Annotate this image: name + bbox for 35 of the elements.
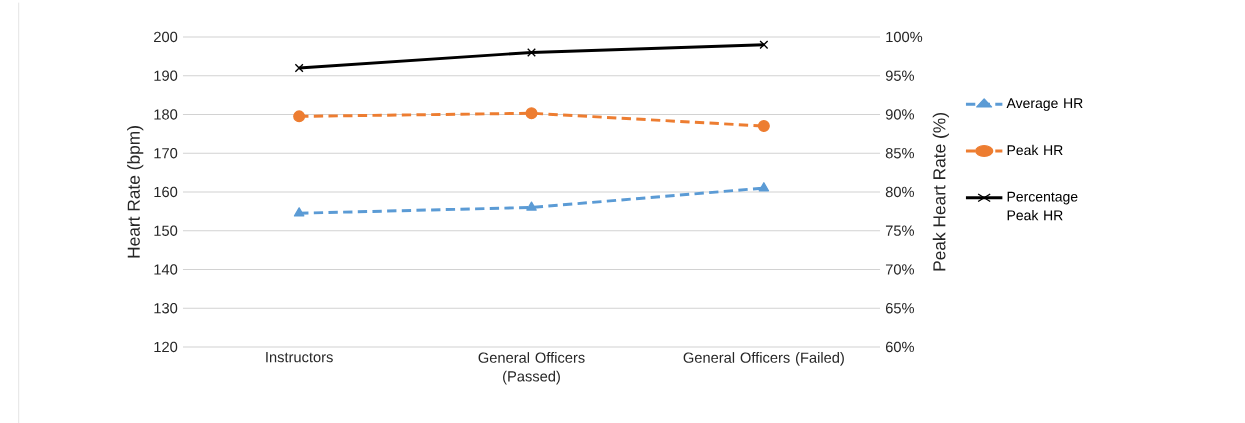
- y-tick-label: 160: [154, 186, 178, 198]
- x-tick-label: General Officers (Passed): [478, 352, 585, 385]
- point: [293, 110, 306, 123]
- point: [526, 201, 537, 211]
- y-tick-label: 200: [154, 31, 178, 43]
- y2-tick-label: 70%: [885, 264, 915, 275]
- y2-tick-label: 60%: [885, 341, 915, 353]
- y-tick-label: 130: [154, 303, 178, 314]
- point: [293, 207, 305, 217]
- y-axis-title: Heart Rate (bpm): [127, 126, 144, 258]
- point: [759, 40, 769, 50]
- point: [525, 107, 538, 120]
- legend-label: Average HR: [1006, 98, 1083, 111]
- y-tick-label: 190: [154, 70, 178, 81]
- point: [757, 120, 770, 133]
- legend-label: Percentage Peak HR: [1007, 191, 1078, 221]
- point: [758, 182, 770, 192]
- y-tick-label: 120: [154, 341, 178, 353]
- point: [527, 48, 536, 57]
- y-tick-label: 140: [154, 264, 178, 275]
- y-tick-label: 150: [154, 225, 178, 236]
- y2-tick-label: 80%: [885, 186, 915, 198]
- y2-tick-label: 85%: [885, 148, 915, 159]
- x-tick-label: Instructors: [266, 352, 333, 363]
- y-tick-label: 180: [154, 109, 178, 120]
- y2-axis-title: Peak Heart Rate (%): [932, 113, 949, 271]
- legend-label: Peak HR: [1007, 144, 1063, 156]
- y2-tick-label: 75%: [885, 225, 915, 236]
- y2-tick-label: 100%: [886, 31, 923, 43]
- y2-tick-label: 65%: [885, 303, 915, 314]
- y2-tick-label: 95%: [885, 70, 915, 81]
- y-tick-label: 170: [154, 148, 178, 159]
- point: [294, 63, 304, 73]
- x-tick-label: General Officers (Failed): [683, 352, 844, 366]
- y2-tick-label: 90%: [885, 109, 915, 120]
